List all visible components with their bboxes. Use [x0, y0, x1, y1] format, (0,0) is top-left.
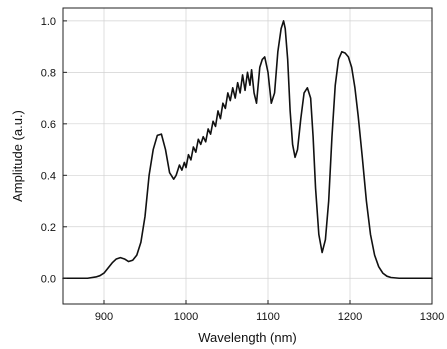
x-tick-label: 1000 [174, 311, 198, 323]
y-tick-label: 0.8 [41, 67, 56, 79]
tick-labels: 900 1000 1100 1200 1300 0.0 0.2 0.4 0.6 0.8 1.0 [41, 16, 445, 323]
y-tick-label: 0.0 [41, 273, 56, 285]
x-tick-label: 900 [95, 311, 113, 323]
y-axis-label: Amplitude (a.u.) [10, 110, 25, 202]
y-tick-label: 0.6 [41, 119, 56, 131]
x-tick-label: 1200 [338, 311, 362, 323]
plot-frame [62, 7, 433, 305]
series-layer [62, 20, 433, 280]
y-tick-label: 0.2 [41, 222, 56, 234]
series-line [62, 20, 433, 280]
x-axis-label: Wavelength (nm) [198, 330, 297, 345]
axis-ticks [63, 20, 433, 304]
y-tick-label: 1.0 [41, 16, 56, 28]
x-tick-label: 1100 [256, 311, 280, 323]
y-tick-label: 0.4 [41, 170, 56, 182]
x-tick-label: 1300 [420, 311, 444, 323]
